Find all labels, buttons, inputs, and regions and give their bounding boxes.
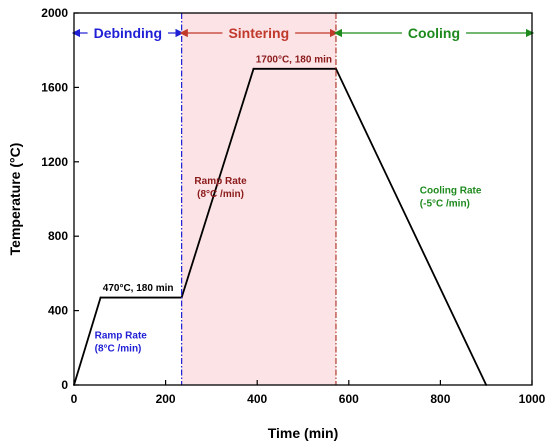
y-tick-label-4: 1600 <box>41 80 68 94</box>
y-tick-label-5: 2000 <box>41 6 68 20</box>
annotation-2-line-0: Ramp Rate <box>95 331 148 342</box>
series-point-0-1 <box>99 296 102 299</box>
y-axis-title: Temperature (°C) <box>7 143 23 256</box>
phase-label-2: Cooling <box>408 25 460 41</box>
x-tick-label-3: 600 <box>339 392 359 406</box>
annotation-4-line-0: Cooling Rate <box>420 185 482 196</box>
x-axis-title: Time (min) <box>268 425 339 441</box>
y-tick-label-2: 800 <box>48 229 68 243</box>
annotation-3: Ramp Rate (8°C /min) <box>194 176 247 200</box>
annotation-1-line-0: 1700°C, 180 min <box>256 54 332 65</box>
phase-label-0: Debinding <box>94 25 162 41</box>
annotation-1: 1700°C, 180 min <box>256 54 332 65</box>
x-tick-label-5: 1000 <box>519 392 546 406</box>
y-axis: 0 400 800 1200 1600 2000 <box>41 6 79 392</box>
phase-shade-1 <box>181 13 336 385</box>
annotation-3-line-1: (8°C /min) <box>197 189 244 200</box>
annotation-3-line-0: Ramp Rate <box>194 176 247 187</box>
phase-bars: Debinding Sintering Cooling <box>71 25 535 41</box>
phase-label-1: Sintering <box>228 25 289 41</box>
annotation-4: Cooling Rate (-5°C /min) <box>420 185 482 209</box>
annotation-0: 470°C, 180 min <box>103 283 174 294</box>
series-point-0-3 <box>252 67 255 70</box>
phase-shading <box>181 13 336 385</box>
annotation-2: Ramp Rate (8°C /min) <box>95 331 148 355</box>
annotation-4-line-1: (-5°C /min) <box>420 198 470 209</box>
x-axis: 0 200 400 600 800 1000 <box>71 380 546 406</box>
phase-boundaries <box>181 13 337 385</box>
annotation-0-line-0: 470°C, 180 min <box>103 283 174 294</box>
x-tick-label-0: 0 <box>71 392 78 406</box>
y-tick-label-3: 1200 <box>41 155 68 169</box>
x-tick-label-4: 800 <box>430 392 450 406</box>
x-tick-label-1: 200 <box>156 392 176 406</box>
x-tick-label-2: 400 <box>247 392 267 406</box>
plot-frame <box>73 12 533 386</box>
y-tick-label-1: 400 <box>48 304 68 318</box>
annotation-2-line-1: (8°C /min) <box>95 344 142 355</box>
series-line-0 <box>73 67 488 386</box>
annotations: 470°C, 180 min 1700°C, 180 min Ramp Rate (8… <box>95 54 482 354</box>
y-tick-label-0: 0 <box>61 378 68 392</box>
